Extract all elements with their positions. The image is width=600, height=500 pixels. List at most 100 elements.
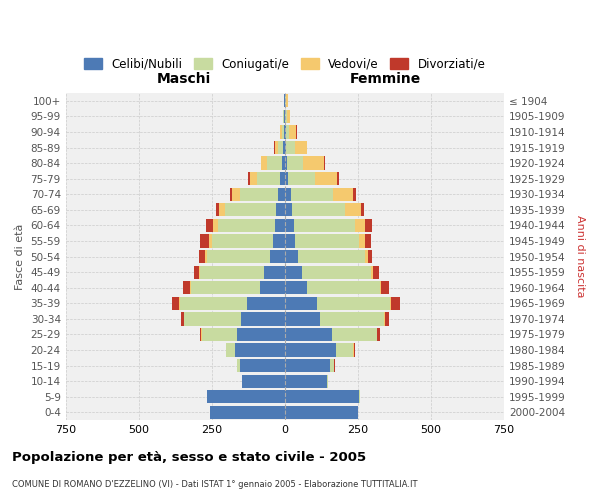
Bar [209,234,212,248]
Bar [371,266,373,279]
Bar [273,234,285,248]
Bar [181,312,184,326]
Bar [190,281,191,294]
Bar [216,203,219,216]
Bar [320,312,384,326]
Bar [183,281,190,294]
Text: Popolazione per età, sesso e stato civile - 2005: Popolazione per età, sesso e stato civil… [12,451,366,464]
Bar [265,266,285,279]
Bar [212,234,273,248]
Bar [172,296,179,310]
Bar [257,172,280,186]
Bar [275,141,278,154]
Bar [239,188,278,201]
Bar [287,156,303,170]
Bar [262,156,267,170]
Bar [236,328,285,341]
Bar [332,328,377,341]
Bar [237,359,239,372]
Bar [286,110,287,123]
Bar [285,203,292,216]
Bar [219,203,225,216]
Bar [373,266,379,279]
Bar [391,296,400,310]
Bar [285,406,358,419]
Bar [281,126,284,138]
Bar [241,312,285,326]
Bar [280,126,281,138]
Bar [285,359,330,372]
Bar [286,94,288,108]
Bar [283,110,284,123]
Bar [355,219,365,232]
Bar [345,203,361,216]
Bar [199,266,200,279]
Bar [202,328,236,341]
Bar [239,359,285,372]
Bar [206,219,213,232]
Bar [377,328,380,341]
Legend: Celibi/Nubili, Coniugati/e, Vedovi/e, Divorziati/e: Celibi/Nubili, Coniugati/e, Vedovi/e, Di… [79,53,490,76]
Bar [359,234,365,248]
Bar [247,296,285,310]
Bar [276,203,285,216]
Bar [248,172,250,186]
Bar [337,172,339,186]
Bar [179,296,247,310]
Bar [295,141,307,154]
Bar [286,126,289,138]
Bar [285,296,317,310]
Bar [323,156,325,170]
Bar [260,281,285,294]
Bar [210,406,285,419]
Bar [242,374,285,388]
Bar [285,374,327,388]
Bar [194,266,199,279]
Bar [225,203,276,216]
Bar [208,390,285,404]
Bar [287,110,290,123]
Bar [390,296,391,310]
Bar [380,281,381,294]
Bar [270,250,285,263]
Bar [267,156,282,170]
Bar [385,312,389,326]
Bar [230,188,232,201]
Bar [200,328,201,341]
Bar [307,281,380,294]
Bar [200,234,209,248]
Bar [354,344,355,356]
Bar [226,344,235,356]
Bar [317,296,390,310]
Bar [285,250,298,263]
Bar [314,172,337,186]
Bar [191,281,260,294]
Bar [285,390,359,404]
Bar [303,156,323,170]
Bar [365,219,373,232]
Bar [283,141,285,154]
Bar [200,266,265,279]
Y-axis label: Anni di nascita: Anni di nascita [575,216,585,298]
Bar [285,328,332,341]
Bar [298,250,365,263]
Bar [213,219,218,232]
Bar [302,266,371,279]
Bar [285,172,289,186]
Bar [282,156,285,170]
Bar [285,188,290,201]
Bar [184,312,241,326]
Text: Maschi: Maschi [157,72,211,86]
Bar [330,359,334,372]
Bar [275,219,285,232]
Bar [289,126,296,138]
Bar [365,250,368,263]
Bar [284,126,285,138]
Bar [289,172,314,186]
Bar [285,266,302,279]
Y-axis label: Fasce di età: Fasce di età [15,224,25,290]
Bar [280,172,285,186]
Bar [285,312,320,326]
Bar [333,188,353,201]
Text: COMUNE DI ROMANO D'EZZELINO (VI) - Dati ISTAT 1° gennaio 2005 - Elaborazione TUT: COMUNE DI ROMANO D'EZZELINO (VI) - Dati … [12,480,418,489]
